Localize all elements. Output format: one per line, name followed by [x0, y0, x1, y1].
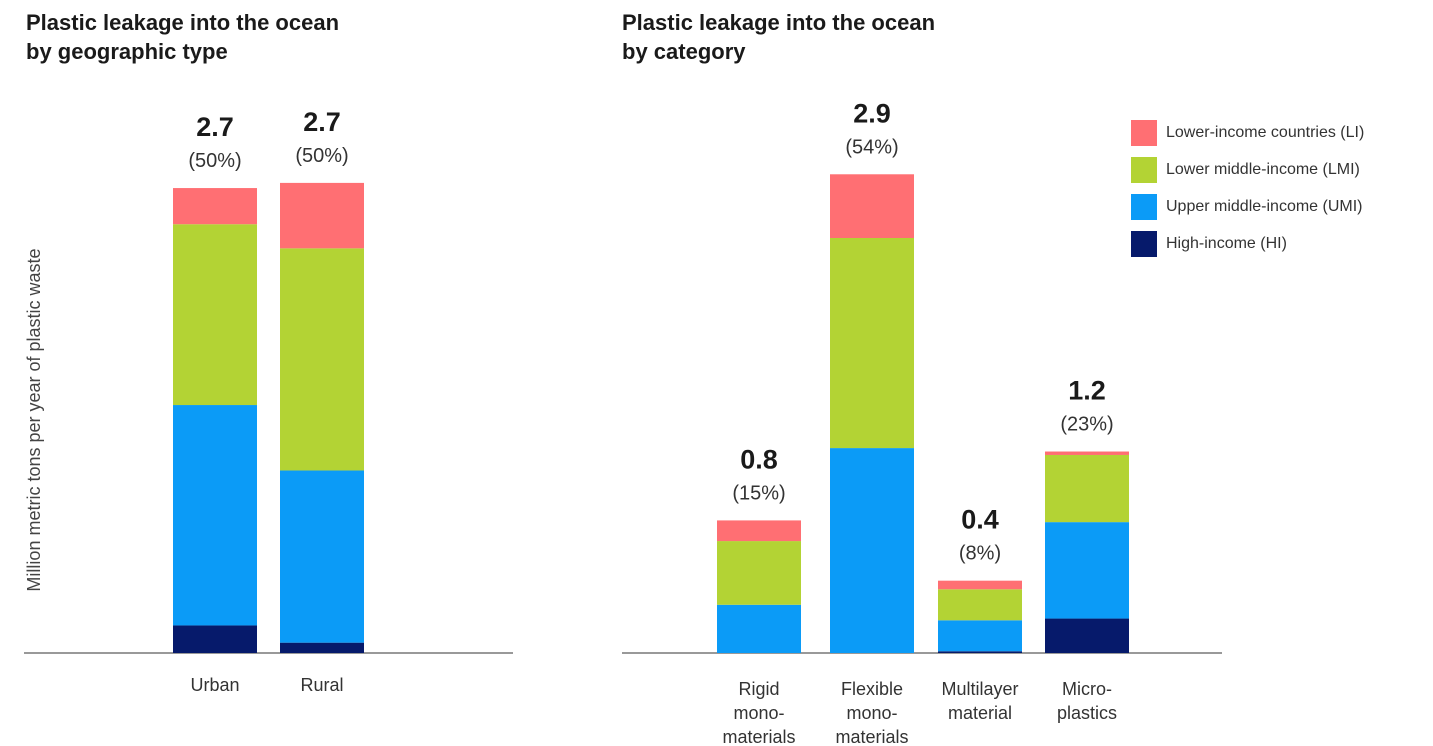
bar-segment-1-3-1 — [1045, 522, 1129, 619]
category-label-1-0: Rigid mono-materials — [722, 679, 795, 746]
percent-label-1-3: (23%) — [1060, 414, 1113, 436]
bar-segment-1-0-2 — [717, 541, 801, 605]
total-label-0-1: 2.7 — [303, 107, 341, 137]
bar-segment-0-0-3 — [173, 188, 257, 225]
total-label-1-1: 2.9 — [853, 98, 891, 128]
bar-segment-1-2-2 — [938, 589, 1022, 621]
bar-segment-0-1-3 — [280, 182, 364, 249]
category-label-1-1: Flexible mono-materials — [835, 679, 908, 746]
category-label-0-1: Rural — [300, 675, 343, 695]
bar-segment-1-1-2 — [830, 237, 914, 449]
bar-segment-1-1-1 — [830, 448, 914, 653]
legend-label-hi: High-income (HI) — [1166, 234, 1287, 252]
bar-segment-1-2-3 — [938, 580, 1022, 590]
legend-item-hi: High-income (HI) — [1131, 225, 1364, 262]
legend-swatch-lmi — [1131, 156, 1157, 183]
legend-label-umi: Upper middle-income (UMI) — [1166, 197, 1363, 215]
bar-segment-0-1-2 — [280, 248, 364, 471]
legend-swatch-umi — [1131, 193, 1157, 220]
percent-label-1-0: (15%) — [732, 482, 785, 504]
bar-segment-1-0-3 — [717, 520, 801, 542]
total-label-0-0: 2.7 — [196, 112, 234, 142]
legend-label-li: Lower-income countries (LI) — [1166, 123, 1365, 141]
percent-label-0-0: (50%) — [188, 150, 241, 172]
percent-label-0-1: (50%) — [295, 145, 348, 167]
bar-segment-1-3-2 — [1045, 454, 1129, 523]
legend-item-lmi: Lower middle-income (LMI) — [1131, 151, 1364, 188]
bar-segment-1-0-1 — [717, 604, 801, 653]
legend-swatch-li — [1131, 119, 1157, 146]
percent-label-1-2: (8%) — [959, 543, 1001, 565]
legend: Lower-income countries (LI) Lower middle… — [1131, 114, 1364, 262]
bar-segment-0-1-1 — [280, 470, 364, 643]
legend-item-umi: Upper middle-income (UMI) — [1131, 188, 1364, 225]
bar-segment-1-3-3 — [1045, 451, 1129, 455]
bar-segment-0-1-0 — [280, 642, 364, 653]
total-label-1-3: 1.2 — [1068, 376, 1106, 406]
total-label-1-0: 0.8 — [740, 444, 778, 474]
legend-item-li: Lower-income countries (LI) — [1131, 114, 1364, 151]
percent-label-1-1: (54%) — [845, 136, 898, 158]
legend-swatch-hi — [1131, 230, 1157, 257]
category-label-1-2: Multilayer material — [941, 679, 1018, 723]
y-axis-label-0: Million metric tons per year of plastic … — [24, 248, 44, 591]
bar-segment-1-3-0 — [1045, 618, 1129, 653]
category-label-1-3: Micro-plastics — [1057, 679, 1117, 723]
bar-segment-0-0-2 — [173, 224, 257, 406]
chart-title-geographic: Plastic leakage into the ocean by geogra… — [26, 10, 340, 64]
bar-segment-1-2-0 — [938, 651, 1022, 653]
chart-title-category: Plastic leakage into the ocean by catego… — [622, 10, 936, 64]
bar-segment-0-0-0 — [173, 625, 257, 653]
bar-segment-0-0-1 — [173, 405, 257, 626]
bar-segment-1-2-1 — [938, 620, 1022, 652]
total-label-1-2: 0.4 — [961, 505, 999, 535]
bar-segment-1-1-3 — [830, 174, 914, 238]
category-label-0-0: Urban — [190, 675, 239, 695]
legend-label-lmi: Lower middle-income (LMI) — [1166, 160, 1360, 178]
